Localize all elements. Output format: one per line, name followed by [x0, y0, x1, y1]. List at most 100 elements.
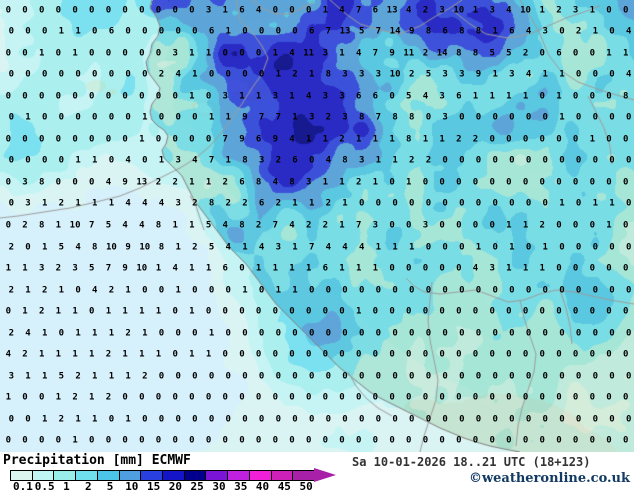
- precip-value: 0: [122, 435, 128, 446]
- precip-value: 0: [172, 349, 178, 360]
- precip-value: 1: [189, 48, 195, 59]
- precip-value: 1: [589, 5, 595, 16]
- precip-value: 0: [475, 414, 482, 425]
- precip-value: 2: [422, 48, 429, 59]
- precip-value: 0: [255, 48, 262, 59]
- precip-value: 0: [489, 349, 495, 360]
- precip-value: 4: [342, 242, 348, 253]
- precip-value: 1: [89, 349, 95, 360]
- precip-value: 1: [25, 371, 31, 382]
- precip-value: 3: [22, 177, 28, 188]
- precip-value: 0: [41, 155, 48, 166]
- precip-value: 1: [272, 48, 278, 59]
- precip-value: 0: [609, 155, 615, 166]
- precip-value: 1: [189, 263, 195, 274]
- precip-value: 0: [158, 414, 165, 425]
- precip-value: 0: [509, 198, 515, 209]
- precip-value: 8: [158, 242, 165, 253]
- precip-value: 0: [72, 134, 78, 145]
- precipitation-map[interactable]: 0 0 0 0 0 0 0 0 0 0 0 0 3 1 6 4 0 0 0 1 4 7 6 13 4 2 3 10 1 3 4 10 1 2 3 1 0…: [0, 0, 634, 452]
- precip-value: 0: [559, 328, 565, 339]
- scale-tick-40: 40: [255, 480, 270, 493]
- precip-value: 6: [239, 5, 245, 16]
- precip-value: 0: [242, 414, 248, 425]
- scale-swatch-20: [163, 471, 185, 480]
- scale-swatch-45: [271, 471, 294, 480]
- precip-value: 0: [492, 414, 498, 425]
- precip-value: 0: [422, 349, 429, 360]
- precip-value: 0: [158, 285, 165, 296]
- precip-value: 0: [606, 349, 612, 360]
- precip-value: 1: [55, 392, 62, 403]
- precip-value: 2: [38, 306, 45, 317]
- precip-value: 2: [105, 392, 112, 403]
- precip-value: 0: [592, 414, 598, 425]
- precip-value: 4: [625, 69, 632, 80]
- legend-panel: Precipitation [mm] ECMWF 0.1 0.5 1 2 5 10 15 20…: [0, 452, 634, 493]
- precip-value: 0: [8, 69, 15, 80]
- precip-value: 0: [272, 349, 278, 360]
- precip-value: 1: [492, 69, 498, 80]
- precip-value: 0: [589, 220, 595, 231]
- precip-value: 3: [439, 5, 445, 16]
- precip-value: 9: [122, 263, 128, 274]
- precip-value: 3: [305, 177, 312, 188]
- precip-value: 5: [58, 371, 65, 382]
- precip-value: 5: [358, 26, 365, 37]
- precip-value: 0: [305, 5, 312, 16]
- precip-value: 0: [155, 134, 162, 145]
- precip-value: 0: [506, 435, 512, 446]
- precip-value: 1: [189, 91, 195, 102]
- scale-tick-25: 25: [190, 480, 204, 493]
- precip-value: 0: [292, 371, 298, 382]
- precip-value: 1: [292, 198, 298, 209]
- precip-value: 0: [492, 328, 498, 339]
- precip-value: 1: [606, 48, 612, 59]
- precip-value: 4: [175, 69, 181, 80]
- precip-value: 0: [258, 414, 265, 425]
- precip-value: 0: [242, 328, 248, 339]
- precip-value: 0: [208, 69, 215, 80]
- precip-value: 0: [522, 306, 529, 317]
- precip-value: 0: [425, 285, 432, 296]
- precip-value: 8: [622, 91, 629, 102]
- precip-value: 1: [72, 48, 78, 59]
- precip-value: 0: [192, 285, 198, 296]
- precip-value: 0: [606, 392, 612, 403]
- precip-value: 0: [489, 435, 495, 446]
- precip-value: 6: [456, 91, 462, 102]
- precip-value: 1: [542, 69, 548, 80]
- precip-value: 6: [556, 48, 562, 59]
- precip-value: 0: [155, 435, 162, 446]
- precip-value: 0: [205, 435, 212, 446]
- scale-tick-2: 2: [84, 480, 92, 493]
- precip-value: 2: [22, 220, 28, 231]
- precip-value: 0: [105, 91, 112, 102]
- precip-value: 4: [125, 155, 131, 166]
- precip-value: 0: [525, 285, 532, 296]
- precip-value: 0: [225, 414, 231, 425]
- precip-value: 1: [5, 392, 12, 403]
- precip-value: 0: [258, 371, 265, 382]
- precip-value: 11: [403, 48, 415, 59]
- precip-value: 4: [5, 349, 12, 360]
- precip-value: 0: [58, 112, 65, 123]
- precip-value: 0: [409, 285, 415, 296]
- scale-tick-30: 30: [212, 480, 226, 493]
- precip-value: 3: [509, 69, 515, 80]
- precip-value: 1: [339, 177, 345, 188]
- precip-value: 13: [339, 26, 351, 37]
- precip-value: 0: [125, 26, 131, 37]
- scale-tick-45: 45: [277, 480, 291, 493]
- precip-value: 0: [322, 392, 329, 403]
- precip-value: 0: [589, 263, 595, 274]
- precip-value: 0: [222, 48, 228, 59]
- precip-value: 0: [609, 112, 615, 123]
- precip-value: 0: [459, 371, 465, 382]
- precip-value: 0: [556, 134, 562, 145]
- precip-value: 0: [339, 435, 345, 446]
- precip-value: 0: [575, 328, 582, 339]
- precip-value: 0: [589, 91, 595, 102]
- precip-value: 0: [475, 328, 482, 339]
- precip-value: 1: [189, 177, 195, 188]
